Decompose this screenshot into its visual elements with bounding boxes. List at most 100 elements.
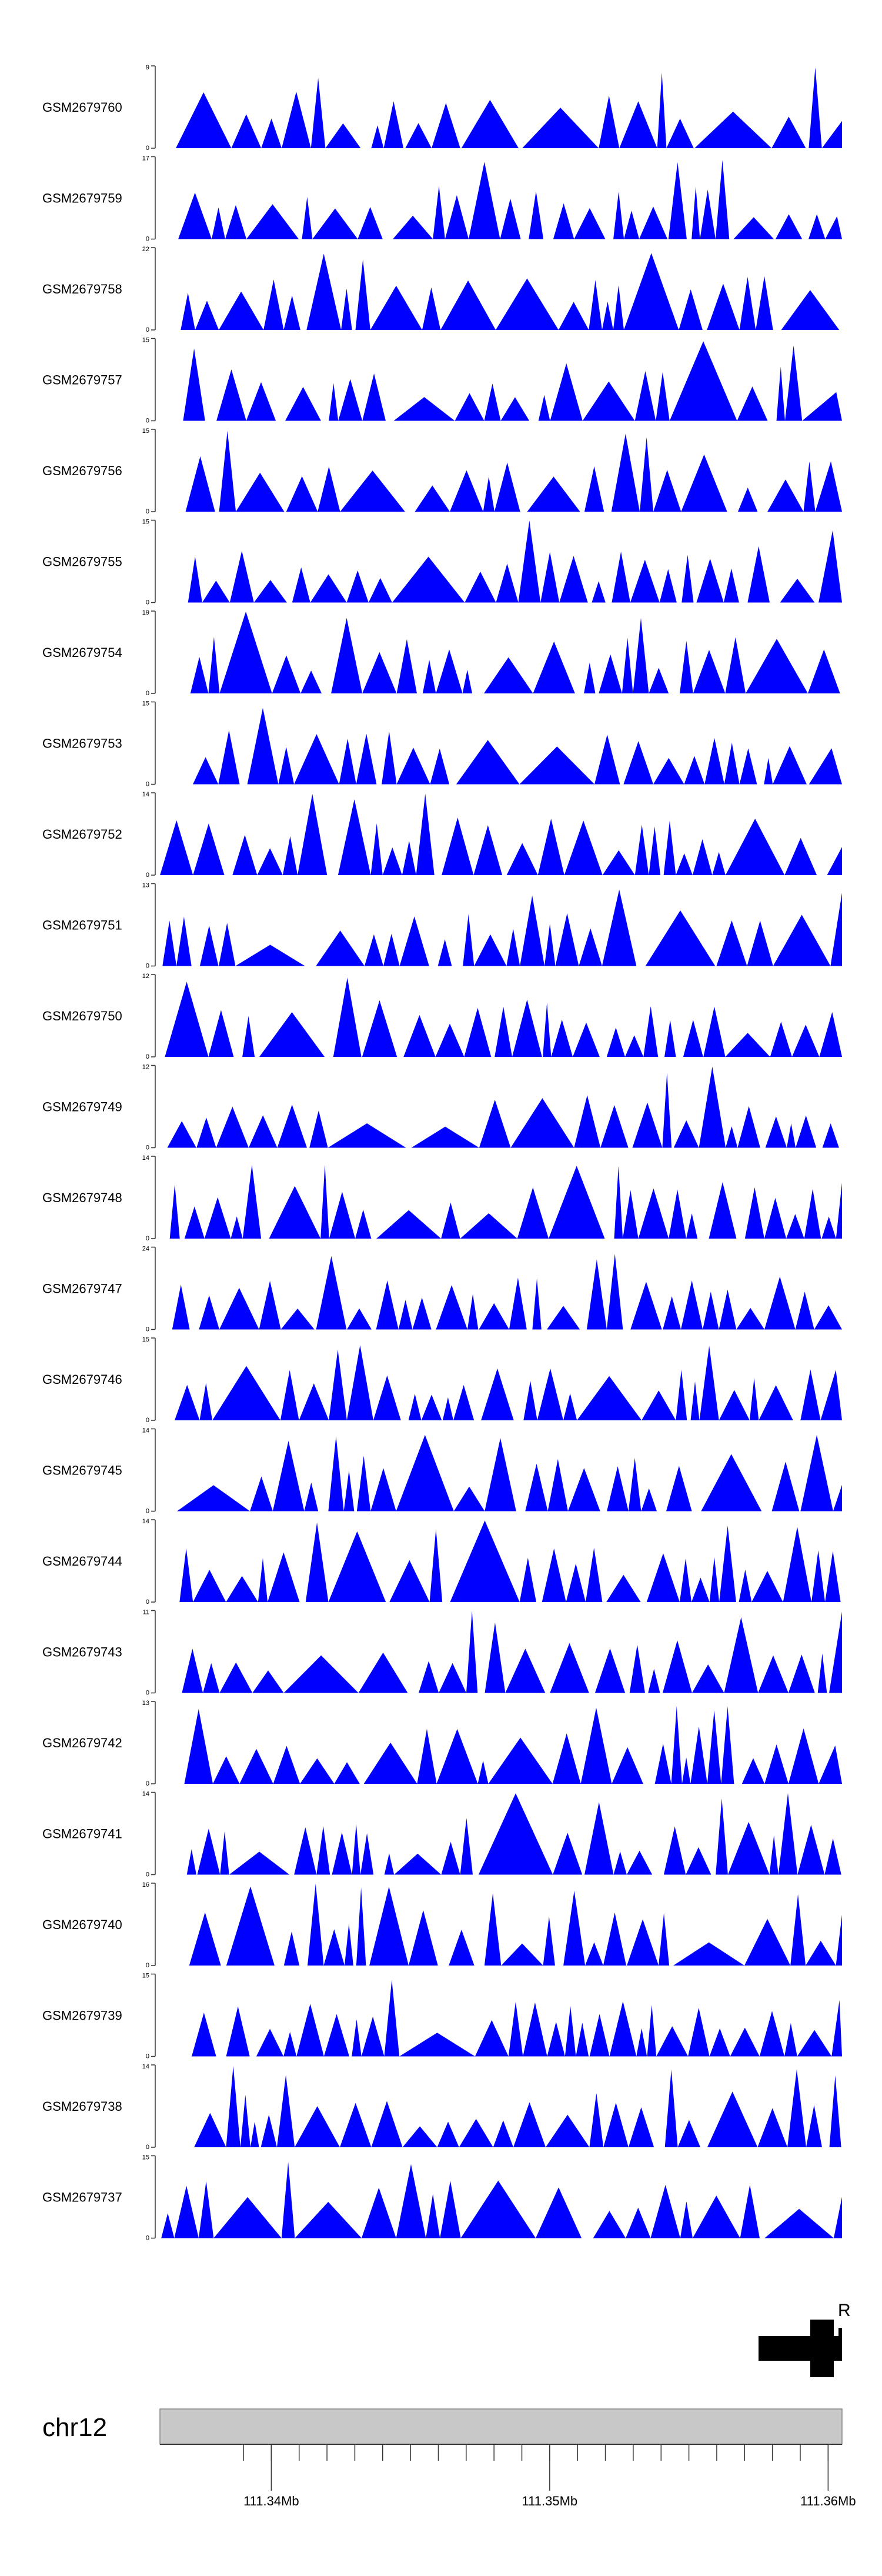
track-ymax-label: 19 <box>142 609 149 616</box>
chromosome-ideogram <box>159 2408 843 2445</box>
coverage-area-GSM2679748 <box>169 1164 843 1239</box>
track-ymin-label: 0 <box>146 326 149 333</box>
coverage-area-GSM2679747 <box>172 1253 842 1330</box>
track-ymax-label: 14 <box>142 1791 149 1798</box>
track-ymin-label: 0 <box>146 872 149 879</box>
track-ymin-label: 0 <box>146 508 149 515</box>
track-ymin-label: 0 <box>146 1144 149 1152</box>
track-label-GSM2679743: GSM2679743 <box>42 1645 122 1660</box>
genome-tick-label: 111.35Mb <box>522 2494 578 2508</box>
track-ymin-label: 0 <box>146 2053 149 2060</box>
track-label-GSM2679760: GSM2679760 <box>42 100 122 115</box>
coverage-area-GSM2679738 <box>194 2066 841 2147</box>
track-ymin-label: 0 <box>146 599 149 606</box>
coverage-area-GSM2679755 <box>188 520 843 603</box>
track-ymax-label: 13 <box>142 1700 149 1707</box>
coverage-area-GSM2679749 <box>167 1066 839 1148</box>
track-ymin-label: 0 <box>146 1053 149 1060</box>
track-ymin-label: 0 <box>146 781 149 788</box>
track-ymin-label: 0 <box>146 1235 149 1242</box>
track-ymin-label: 0 <box>146 1871 149 1878</box>
track-ymax-label: 15 <box>142 337 149 344</box>
track-ymin-label: 0 <box>146 1508 149 1515</box>
track-ymin-label: 0 <box>146 690 149 697</box>
track-ymax-label: 14 <box>142 791 149 798</box>
chromosome-label: chr12 <box>42 2413 107 2442</box>
track-ymax-label: 14 <box>142 2063 149 2070</box>
coverage-area-GSM2679746 <box>175 1345 842 1420</box>
coverage-area-GSM2679760 <box>176 67 842 149</box>
coverage-area-GSM2679744 <box>179 1520 841 1602</box>
track-label-GSM2679746: GSM2679746 <box>42 1372 122 1387</box>
track-label-GSM2679737: GSM2679737 <box>42 2190 122 2205</box>
track-ymin-label: 0 <box>146 1962 149 1969</box>
track-ymax-label: 12 <box>142 973 149 980</box>
track-label-GSM2679742: GSM2679742 <box>42 1736 122 1750</box>
track-ymin-label: 0 <box>146 2144 149 2151</box>
track-label-GSM2679741: GSM2679741 <box>42 1827 122 1841</box>
track-ymin-label: 0 <box>146 236 149 243</box>
track-ymin-label: 0 <box>146 1690 149 1697</box>
coverage-area-GSM2679740 <box>189 1883 842 1966</box>
coverage-area-GSM2679739 <box>192 1980 842 2057</box>
gene-exon-edge <box>838 2328 842 2357</box>
track-label-GSM2679749: GSM2679749 <box>42 1100 122 1115</box>
track-label-GSM2679745: GSM2679745 <box>42 1463 122 1478</box>
genome-tick-label: 111.36Mb <box>800 2494 856 2508</box>
track-ymin-label: 0 <box>146 1417 149 1424</box>
track-label-GSM2679756: GSM2679756 <box>42 463 122 478</box>
coverage-area-GSM2679757 <box>183 341 842 421</box>
coverage-area-GSM2679745 <box>177 1434 843 1511</box>
coverage-area-GSM2679750 <box>165 977 842 1057</box>
track-ymax-label: 14 <box>142 1154 149 1162</box>
coverage-area-GSM2679758 <box>181 253 840 330</box>
track-label-GSM2679755: GSM2679755 <box>42 555 122 569</box>
track-ymax-label: 15 <box>142 2154 149 2161</box>
track-ymin-label: 0 <box>146 1326 149 1333</box>
track-ymax-label: 15 <box>142 700 149 708</box>
track-ymin-label: 0 <box>146 145 149 152</box>
coverage-area-GSM2679737 <box>161 2162 843 2238</box>
track-label-GSM2679752: GSM2679752 <box>42 827 122 842</box>
track-ymax-label: 14 <box>142 1427 149 1434</box>
track-label-GSM2679748: GSM2679748 <box>42 1190 122 1205</box>
track-ymax-label: 15 <box>142 1973 149 1980</box>
gene-label: R <box>838 2301 851 2320</box>
track-ymax-label: 11 <box>143 1609 149 1616</box>
track-ymin-label: 0 <box>146 1780 149 1787</box>
coverage-area-GSM2679754 <box>190 611 841 693</box>
track-label-GSM2679759: GSM2679759 <box>42 191 122 206</box>
coverage-area-GSM2679741 <box>186 1793 841 1875</box>
track-ymin-label: 0 <box>146 2235 149 2242</box>
gene-exon-large <box>810 2320 834 2377</box>
track-ymin-label: 0 <box>146 963 149 970</box>
track-label-GSM2679753: GSM2679753 <box>42 736 122 751</box>
track-ymax-label: 9 <box>146 64 149 71</box>
track-ymax-label: 12 <box>142 1064 149 1071</box>
coverage-area-GSM2679753 <box>193 708 842 785</box>
coverage-area-GSM2679751 <box>162 889 842 966</box>
coverage-area-GSM2679742 <box>184 1706 842 1784</box>
coverage-area-GSM2679743 <box>182 1610 842 1693</box>
coverage-area-GSM2679756 <box>185 431 843 512</box>
track-ymin-label: 0 <box>146 1599 149 1606</box>
track-ymax-label: 17 <box>142 155 149 162</box>
track-label-GSM2679738: GSM2679738 <box>42 2099 122 2114</box>
track-label-GSM2679747: GSM2679747 <box>42 1282 122 1296</box>
track-label-GSM2679754: GSM2679754 <box>42 645 122 660</box>
track-ymax-label: 22 <box>142 246 149 253</box>
coverage-area-GSM2679759 <box>178 160 843 239</box>
track-ymax-label: 13 <box>142 882 149 889</box>
track-ymax-label: 24 <box>142 1246 149 1253</box>
track-ymax-label: 15 <box>142 1336 149 1343</box>
track-ymax-label: 14 <box>142 1518 149 1525</box>
track-label-GSM2679744: GSM2679744 <box>42 1554 122 1569</box>
genome-tick-label: 111.34Mb <box>243 2494 299 2508</box>
track-label-GSM2679757: GSM2679757 <box>42 373 122 388</box>
track-label-GSM2679740: GSM2679740 <box>42 1917 122 1932</box>
track-ymax-label: 16 <box>142 1881 149 1888</box>
track-ymax-label: 15 <box>142 519 149 526</box>
track-ymin-label: 0 <box>146 418 149 425</box>
track-label-GSM2679750: GSM2679750 <box>42 1009 122 1023</box>
